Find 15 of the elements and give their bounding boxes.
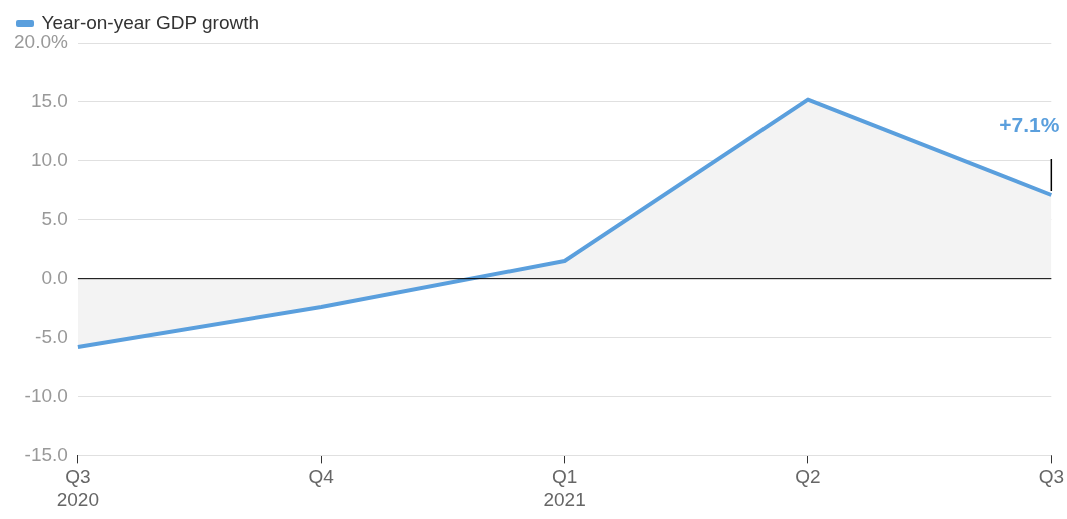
x-tick-label: Q4 <box>308 466 335 488</box>
x-tick-label: Q2 <box>795 466 821 488</box>
y-tick-label: 5.0 <box>41 207 68 229</box>
y-tick-label: 10.0 <box>30 149 68 171</box>
x-tick-label: Q3 <box>1038 466 1065 488</box>
y-tick-label: 20.0% <box>14 31 68 53</box>
legend-label: Year-on-year GDP growth <box>41 11 260 33</box>
y-tick-label: -5.0 <box>35 325 68 347</box>
y-tick-label: 0.0 <box>41 266 68 288</box>
y-tick-label: -15.0 <box>24 443 68 465</box>
y-tick-label: -10.0 <box>24 384 68 406</box>
y-tick-label: 15.0 <box>30 90 68 112</box>
x-tick-label: Q3 2020 <box>56 466 100 510</box>
x-tick-label: Q1 2021 <box>543 466 586 510</box>
annotation: +7.1% <box>999 113 1060 137</box>
